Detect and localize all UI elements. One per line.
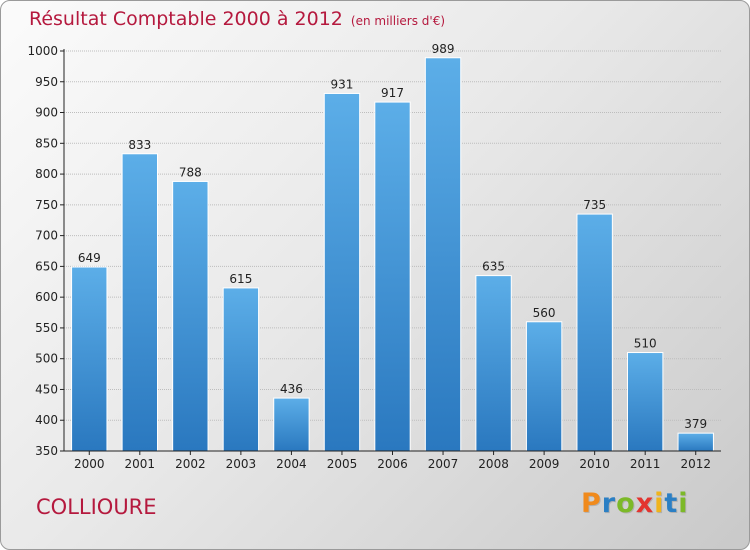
chart-title: Résultat Comptable 2000 à 2012 (en millie… <box>29 8 445 30</box>
bar-2009 <box>525 321 563 452</box>
city-name: COLLIOURE <box>36 495 157 519</box>
x-tick-label: 2000 <box>74 457 105 471</box>
bar-2010 <box>576 213 613 452</box>
y-tick-label: 400 <box>35 413 58 427</box>
bar-2007 <box>424 57 462 452</box>
bar-2004 <box>273 397 310 452</box>
y-tick-label: 800 <box>35 167 58 181</box>
logo-letter: r <box>601 488 617 519</box>
x-tick-label: 2006 <box>377 457 408 471</box>
bar-2005 <box>323 92 361 452</box>
data-label-2010: 735 <box>583 198 606 212</box>
bar-2002 <box>172 180 209 452</box>
data-label-2000: 649 <box>78 251 101 265</box>
x-tick-label: 2001 <box>125 457 156 471</box>
logo-letter: i <box>678 488 689 519</box>
x-tick-label: 2008 <box>478 457 509 471</box>
logo-letter: P <box>581 488 602 519</box>
bar-2000 <box>71 266 108 452</box>
data-label-2005: 931 <box>331 77 354 91</box>
logo-letter: t <box>664 488 679 519</box>
y-tick-label: 950 <box>35 75 58 89</box>
y-tick-label: 350 <box>35 444 58 458</box>
bar-2003 <box>222 287 260 452</box>
bars <box>71 57 714 452</box>
y-tick-label: 750 <box>35 198 58 212</box>
x-tick-label: 2012 <box>680 457 711 471</box>
data-label-2006: 917 <box>381 86 404 100</box>
bar-2001 <box>121 153 158 452</box>
x-tick-label: 2009 <box>529 457 560 471</box>
logo-letter: x <box>635 488 655 519</box>
proxiti-logo: Proxiti <box>581 488 689 519</box>
y-tick-label: 600 <box>35 290 58 304</box>
data-labels: 649 833 788 615 436 931 917 989 635 560 735 510 379 <box>78 42 707 431</box>
y-tick-label: 900 <box>35 106 58 120</box>
data-label-2009: 560 <box>533 306 556 320</box>
data-label-2012: 379 <box>684 417 707 431</box>
y-tick-label: 700 <box>35 229 58 243</box>
x-tick-label: 2011 <box>630 457 661 471</box>
logo-letter: o <box>616 488 636 519</box>
data-label-2004: 436 <box>280 382 303 396</box>
logo-letter: i <box>654 488 665 519</box>
x-tick-label: 2010 <box>579 457 610 471</box>
x-tick-label: 2007 <box>428 457 459 471</box>
chart-title-main: Résultat Comptable 2000 à 2012 <box>29 8 343 30</box>
bar-2012 <box>677 432 714 452</box>
x-tick-label: 2004 <box>276 457 307 471</box>
y-tick-label: 1000 <box>27 44 58 58</box>
data-label-2008: 635 <box>482 260 505 274</box>
data-label-2001: 833 <box>128 138 151 152</box>
axes: 350 400 450 500 550 600 650 700 750 800 850 900 950 1… <box>27 44 721 471</box>
data-label-2003: 615 <box>229 272 252 286</box>
x-tick-label: 2002 <box>175 457 206 471</box>
data-label-2007: 989 <box>432 42 455 56</box>
bar-2011 <box>627 352 664 452</box>
y-tick-label: 850 <box>35 136 58 150</box>
data-label-2002: 788 <box>179 165 202 179</box>
y-tick-label: 550 <box>35 321 58 335</box>
x-tick-label: 2005 <box>327 457 358 471</box>
x-tick-label: 2003 <box>226 457 257 471</box>
data-label-2011: 510 <box>634 337 657 351</box>
bar-2006 <box>374 101 411 452</box>
y-tick-label: 450 <box>35 382 58 396</box>
y-tick-label: 650 <box>35 259 58 273</box>
chart-title-unit: (en milliers d'€) <box>350 14 446 28</box>
bar-2008 <box>475 275 512 452</box>
y-tick-label: 500 <box>35 352 58 366</box>
